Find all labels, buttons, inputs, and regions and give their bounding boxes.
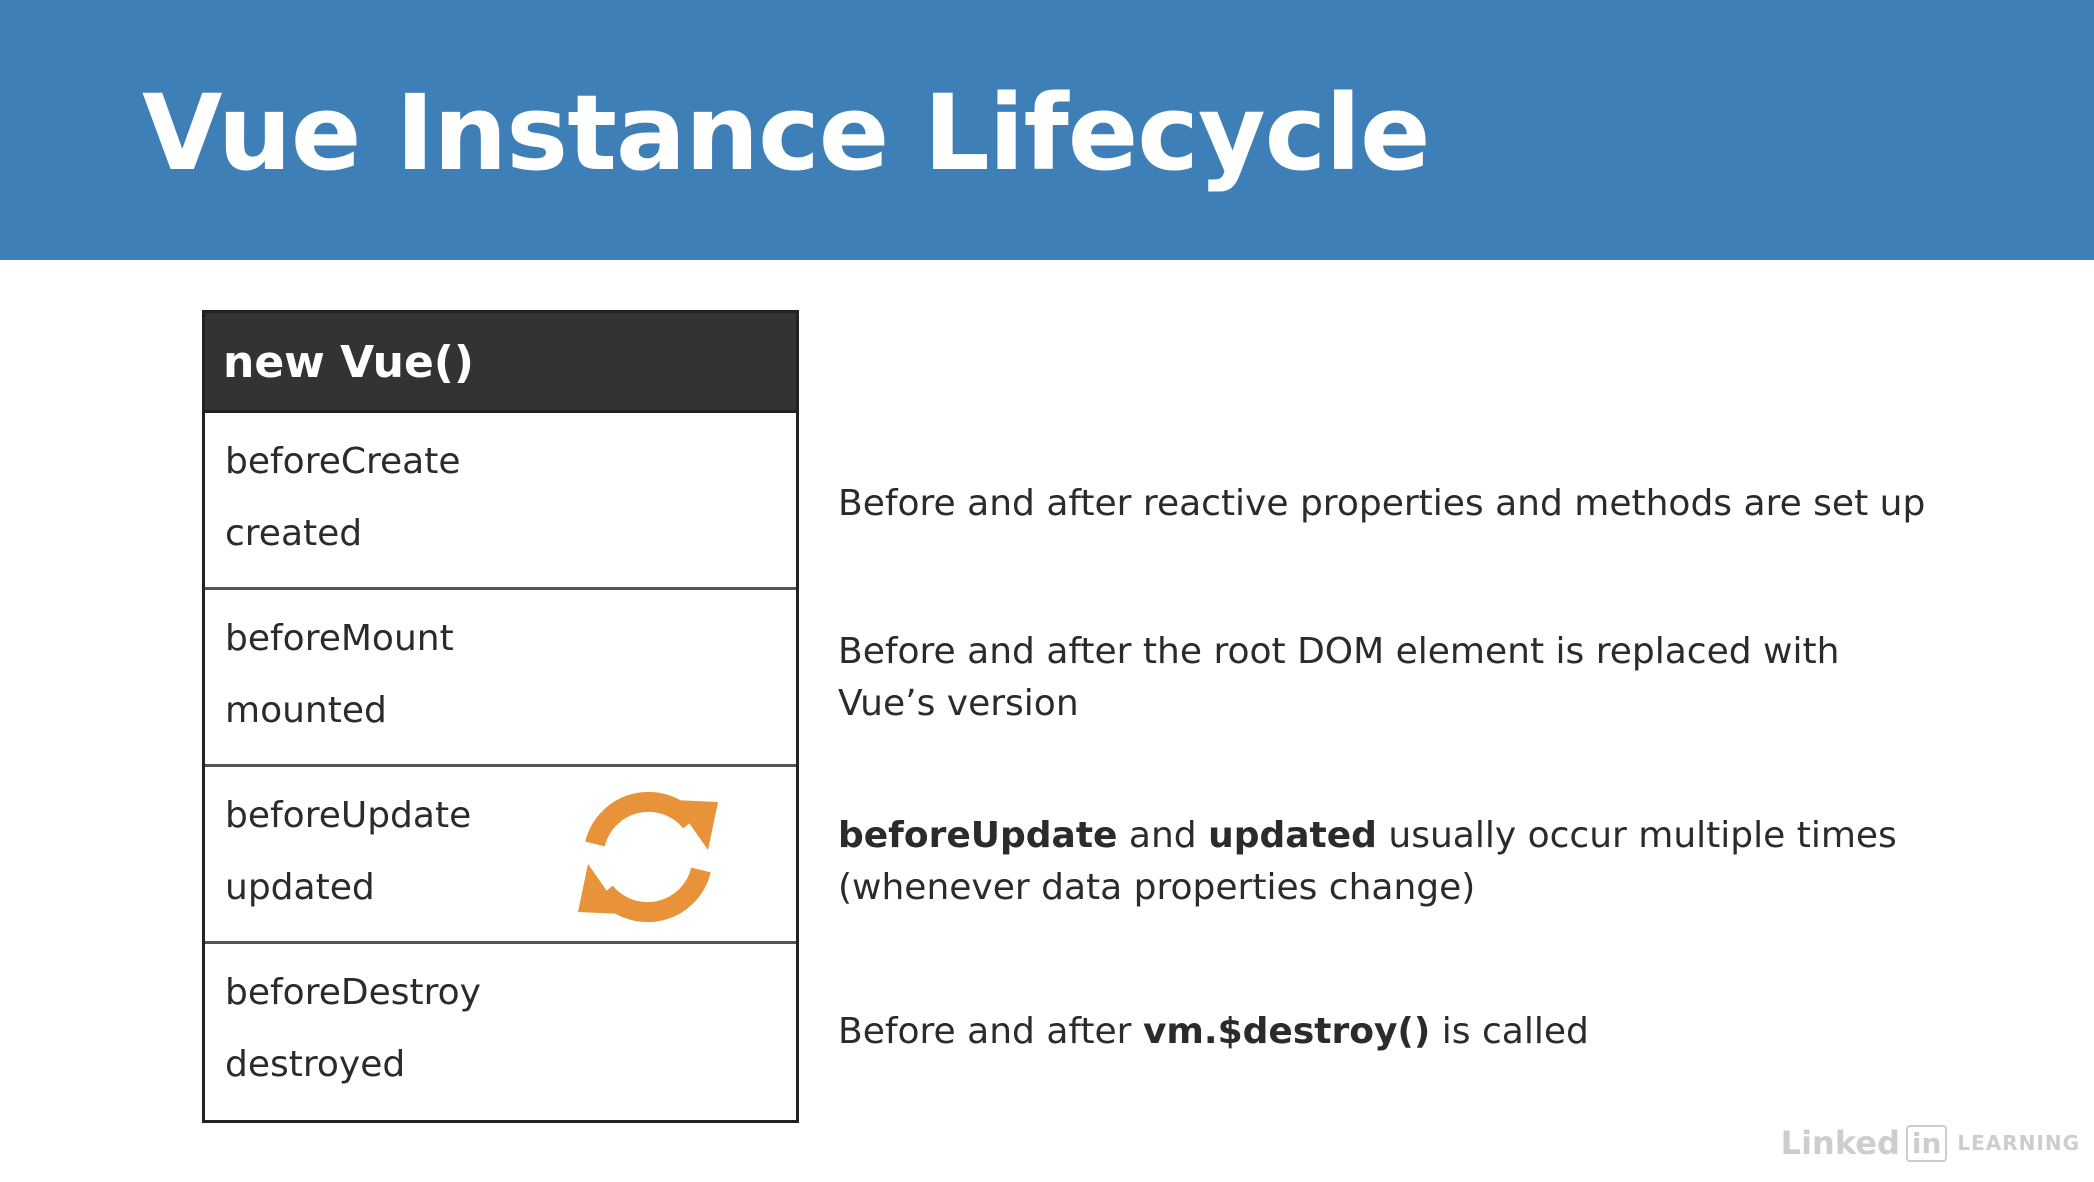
hook-created: created xyxy=(225,513,363,554)
hook-before-update: beforeUpdate xyxy=(225,795,472,836)
desc-update-bold2: updated xyxy=(1208,815,1377,856)
desc-update: beforeUpdate and updated usually occur m… xyxy=(838,810,2018,914)
hook-mounted: mounted xyxy=(225,690,387,731)
desc-update-bold1: beforeUpdate xyxy=(838,815,1118,856)
desc-update-text1: and xyxy=(1117,815,1209,856)
watermark-brand: Linked xyxy=(1780,1124,1900,1162)
hook-before-destroy: beforeDestroy xyxy=(225,972,481,1013)
watermark-suffix: LEARNING xyxy=(1957,1131,2080,1155)
table-header: new Vue() xyxy=(205,313,796,413)
desc-destroy-bold: vm.$destroy() xyxy=(1142,1011,1431,1052)
title-banner: Vue Instance Lifecycle xyxy=(0,0,2094,260)
desc-destroy: Before and after vm.$destroy() is called xyxy=(838,1006,2018,1058)
hook-before-mount: beforeMount xyxy=(225,618,454,659)
desc-update-text2: usually occur multiple times xyxy=(1376,815,1897,856)
desc-mount-line1: Before and after the root DOM element is… xyxy=(838,631,1840,672)
row-mount: beforeMount mounted xyxy=(205,590,796,767)
linkedin-learning-watermark: Linked in LEARNING xyxy=(1781,1124,2080,1162)
hook-updated: updated xyxy=(225,867,375,908)
desc-create: Before and after reactive properties and… xyxy=(838,478,2018,530)
lifecycle-table: new Vue() beforeCreate created beforeMou… xyxy=(202,310,799,1123)
row-update: beforeUpdate updated xyxy=(205,767,796,944)
desc-mount: Before and after the root DOM element is… xyxy=(838,626,2018,730)
row-destroy: beforeDestroy destroyed xyxy=(205,944,796,1120)
linkedin-in-icon: in xyxy=(1905,1124,1948,1162)
row-create: beforeCreate created xyxy=(205,413,796,590)
desc-update-line2: (whenever data properties change) xyxy=(838,867,1476,908)
refresh-cycle-icon xyxy=(578,791,718,923)
desc-destroy-text1: Before and after xyxy=(838,1011,1143,1052)
hook-destroyed: destroyed xyxy=(225,1044,406,1085)
hook-before-create: beforeCreate xyxy=(225,441,461,482)
desc-mount-line2: Vue’s version xyxy=(838,683,1079,724)
slide-title: Vue Instance Lifecycle xyxy=(142,72,1430,194)
desc-create-text: Before and after reactive properties and… xyxy=(838,483,1926,524)
desc-destroy-text2: is called xyxy=(1430,1011,1589,1052)
desc-update-line1: beforeUpdate and updated usually occur m… xyxy=(838,810,2018,862)
